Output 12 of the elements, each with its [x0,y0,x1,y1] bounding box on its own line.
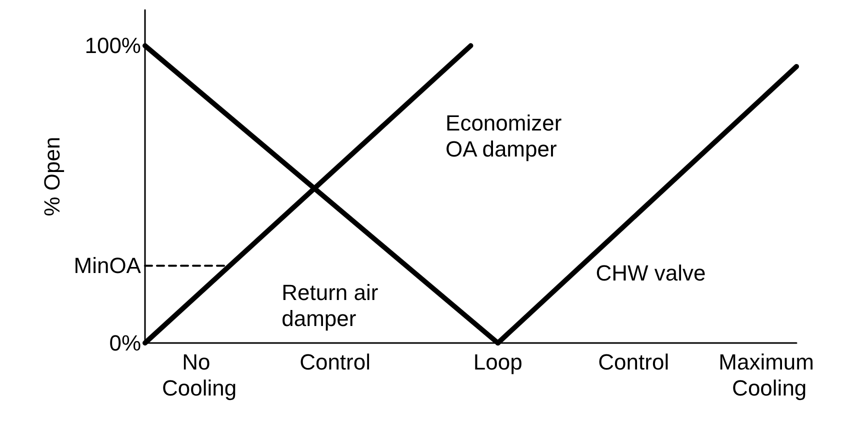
y-axis-title: % Open [39,136,64,216]
series-label: Return air damper [282,280,384,332]
series-label: Economizer OA damper [446,110,568,162]
series-label: CHW valve [596,260,706,286]
y-tick-label: 100% [84,33,141,58]
x-tick-label: Maximum Cooling [718,350,820,400]
y-tick-label: 0% [109,330,141,356]
x-tick-label: Control [300,350,370,374]
x-tick-label: No Cooling [162,350,237,400]
y-tick-label: MinOA [74,253,142,278]
x-tick-label: Loop [473,350,522,374]
x-tick-label: Control [598,350,670,374]
